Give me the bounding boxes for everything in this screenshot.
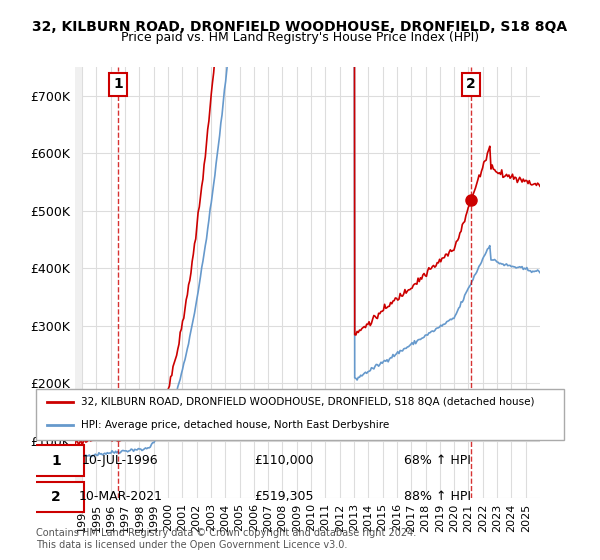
Text: 10-MAR-2021: 10-MAR-2021 xyxy=(79,491,163,503)
Bar xyxy=(75,67,82,498)
FancyBboxPatch shape xyxy=(28,482,83,512)
Text: 32, KILBURN ROAD, DRONFIELD WOODHOUSE, DRONFIELD, S18 8QA: 32, KILBURN ROAD, DRONFIELD WOODHOUSE, D… xyxy=(32,20,568,34)
Text: 10-JUL-1996: 10-JUL-1996 xyxy=(82,454,159,467)
Text: 32, KILBURN ROAD, DRONFIELD WOODHOUSE, DRONFIELD, S18 8QA (detached house): 32, KILBURN ROAD, DRONFIELD WOODHOUSE, D… xyxy=(81,397,535,407)
Text: 2: 2 xyxy=(466,77,476,91)
Text: 88% ↑ HPI: 88% ↑ HPI xyxy=(404,491,471,503)
Text: £519,305: £519,305 xyxy=(254,491,314,503)
Text: Contains HM Land Registry data © Crown copyright and database right 2024.
This d: Contains HM Land Registry data © Crown c… xyxy=(36,528,416,550)
Text: 1: 1 xyxy=(51,454,61,468)
Text: Price paid vs. HM Land Registry's House Price Index (HPI): Price paid vs. HM Land Registry's House … xyxy=(121,31,479,44)
FancyBboxPatch shape xyxy=(36,389,564,440)
Text: HPI: Average price, detached house, North East Derbyshire: HPI: Average price, detached house, Nort… xyxy=(81,421,389,431)
FancyBboxPatch shape xyxy=(28,445,83,475)
Text: 68% ↑ HPI: 68% ↑ HPI xyxy=(404,454,471,467)
Text: 2: 2 xyxy=(51,490,61,504)
Text: 1: 1 xyxy=(113,77,123,91)
Text: £110,000: £110,000 xyxy=(254,454,314,467)
